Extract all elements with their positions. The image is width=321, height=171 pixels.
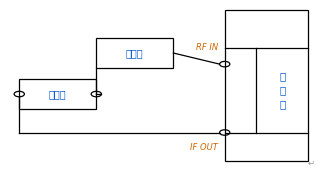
Text: 噪声源: 噪声源 [126,48,143,58]
Bar [225,10,308,161]
Text: IF OUT: IF OUT [190,143,218,152]
Bar [19,79,96,109]
Text: 收
信
机: 收 信 机 [280,72,286,110]
Text: ↵: ↵ [308,159,315,168]
Text: RF IN: RF IN [196,43,218,51]
Text: 噪声计: 噪声计 [49,89,66,99]
Bar [96,38,173,68]
